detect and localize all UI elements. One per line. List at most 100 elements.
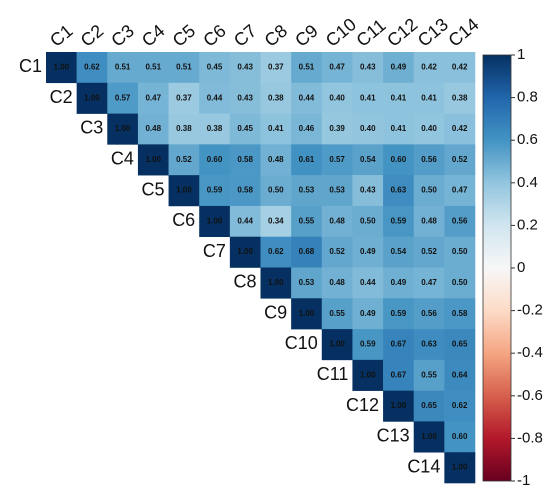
heatmap-cell	[168, 82, 200, 114]
colorbar-tick-label: -0.2	[517, 302, 543, 319]
heatmap-cell	[383, 113, 415, 145]
cell-label: 0.50	[268, 186, 284, 195]
cell-label: 0.41	[360, 93, 376, 102]
heatmap-cell	[107, 82, 139, 114]
heatmap-cell	[352, 329, 384, 361]
cell-label: 0.40	[360, 124, 376, 133]
heatmap-cell	[229, 175, 261, 207]
heatmap-cell	[383, 267, 415, 299]
row-label: C10	[285, 333, 318, 353]
column-label: C14	[444, 14, 482, 51]
cell-label: 0.56	[421, 309, 437, 318]
column-label: C11	[353, 15, 390, 51]
cell-label: 0.67	[391, 370, 407, 379]
heatmap-cell	[444, 452, 476, 484]
cell-label: 0.53	[329, 186, 345, 195]
cell-label: 1.00	[299, 309, 315, 318]
cell-label: 0.58	[237, 155, 253, 164]
cell-label: 0.49	[360, 309, 376, 318]
cell-label: 0.40	[329, 93, 345, 102]
cell-label: 1.00	[176, 186, 192, 195]
cell-label: 0.48	[421, 216, 437, 225]
cell-label: 0.53	[299, 186, 315, 195]
column-label: C7	[230, 21, 260, 51]
row-label: C7	[203, 241, 226, 261]
cell-label: 0.47	[421, 278, 437, 287]
cell-label: 0.43	[237, 63, 253, 72]
heatmap-cell	[383, 359, 415, 391]
cell-label: 0.47	[329, 63, 345, 72]
heatmap-cell	[383, 205, 415, 238]
heatmap-cell	[291, 175, 323, 207]
cell-label: 0.44	[360, 278, 376, 287]
cell-label: 0.54	[360, 155, 376, 164]
row-label: C4	[111, 149, 134, 169]
heatmap-cell	[260, 175, 292, 207]
heatmap-cell	[383, 82, 415, 114]
cell-label: 0.55	[299, 216, 315, 225]
heatmap-cell	[137, 52, 169, 84]
cell-label: 1.00	[329, 340, 345, 349]
row-label: C11	[317, 364, 349, 384]
heatmap-cell	[352, 175, 384, 207]
cell-label: 0.44	[207, 93, 223, 102]
cell-label: 0.62	[84, 63, 100, 72]
row-label: C1	[19, 56, 42, 76]
heatmap-cell	[199, 144, 231, 176]
heatmap-cell	[413, 298, 445, 330]
column-label: C6	[199, 21, 229, 51]
heatmap-cell	[413, 421, 445, 453]
row-label: C6	[172, 210, 195, 230]
heatmap-cell	[352, 82, 384, 114]
cell-label: 0.65	[421, 401, 437, 410]
heatmap-cell	[107, 113, 139, 145]
cell-label: 0.63	[391, 186, 407, 195]
row-label: C14	[407, 456, 440, 476]
colorbar-tick-label: -0.6	[517, 387, 543, 404]
colorbar-tick-label: 0.2	[517, 216, 538, 233]
cell-label: 1.00	[115, 124, 131, 133]
heatmap-cell	[413, 144, 445, 176]
cell-label: 0.39	[329, 124, 345, 133]
heatmap-cell	[199, 52, 231, 84]
cell-label: 0.68	[299, 247, 315, 256]
heatmap-cell	[352, 113, 384, 145]
cell-label: 0.59	[360, 340, 376, 349]
cell-label: 0.43	[360, 63, 376, 72]
colorbar-tick-label: -1	[517, 472, 530, 489]
cell-label: 0.56	[421, 155, 437, 164]
heatmap-cell	[168, 175, 200, 207]
row-label: C12	[346, 395, 379, 415]
cell-label: 0.57	[329, 155, 345, 164]
heatmap-cell	[291, 113, 323, 145]
heatmap-cell	[352, 298, 384, 330]
heatmap-cell	[199, 175, 231, 207]
cell-label: 0.60	[391, 155, 407, 164]
cell-label: 0.64	[452, 370, 468, 379]
heatmap-cell	[321, 175, 353, 207]
heatmap-cell	[383, 52, 415, 84]
cell-label: 0.51	[115, 63, 131, 72]
cell-label: 0.55	[329, 309, 345, 318]
heatmap-cell	[199, 82, 231, 114]
heatmap-cell	[199, 205, 231, 238]
cell-label: 0.41	[391, 124, 407, 133]
cell-label: 0.60	[207, 155, 223, 164]
cell-label: 0.43	[237, 93, 253, 102]
cell-label: 0.41	[391, 93, 407, 102]
heatmap-cell	[291, 205, 323, 238]
cell-label: 0.60	[452, 432, 468, 441]
heatmap-cell	[413, 113, 445, 145]
colorbar-tick-label: 0.6	[517, 131, 538, 148]
cell-label: 0.43	[360, 186, 376, 195]
cell-label: 0.55	[421, 370, 437, 379]
heatmap-cell	[321, 113, 353, 145]
heatmap-cell	[107, 52, 139, 84]
row-label: C13	[377, 426, 410, 446]
cell-label: 0.49	[391, 278, 407, 287]
heatmap-cell	[76, 52, 108, 84]
colorbar-tick-label: -0.4	[517, 344, 543, 361]
cell-label: 0.51	[299, 63, 315, 72]
cell-label: 0.41	[421, 93, 437, 102]
cell-label: 1.00	[421, 432, 437, 441]
